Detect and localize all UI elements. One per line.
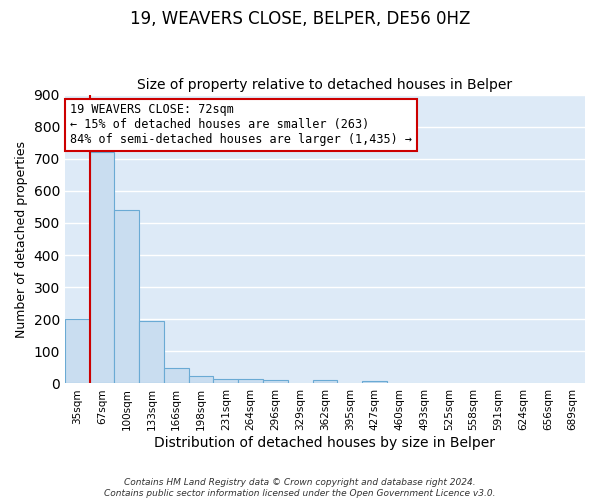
Bar xyxy=(188,376,214,384)
Title: Size of property relative to detached houses in Belper: Size of property relative to detached ho… xyxy=(137,78,512,92)
Bar xyxy=(164,368,188,384)
Bar xyxy=(263,380,288,384)
Text: 19 WEAVERS CLOSE: 72sqm
← 15% of detached houses are smaller (263)
84% of semi-d: 19 WEAVERS CLOSE: 72sqm ← 15% of detache… xyxy=(70,103,412,146)
Bar xyxy=(139,321,164,384)
Bar xyxy=(214,378,238,384)
Text: Contains HM Land Registry data © Crown copyright and database right 2024.
Contai: Contains HM Land Registry data © Crown c… xyxy=(104,478,496,498)
Bar xyxy=(362,381,387,384)
X-axis label: Distribution of detached houses by size in Belper: Distribution of detached houses by size … xyxy=(154,436,496,450)
Bar xyxy=(238,378,263,384)
Bar xyxy=(89,152,115,384)
Bar xyxy=(65,320,89,384)
Bar xyxy=(115,210,139,384)
Text: 19, WEAVERS CLOSE, BELPER, DE56 0HZ: 19, WEAVERS CLOSE, BELPER, DE56 0HZ xyxy=(130,10,470,28)
Y-axis label: Number of detached properties: Number of detached properties xyxy=(15,140,28,338)
Bar xyxy=(313,380,337,384)
